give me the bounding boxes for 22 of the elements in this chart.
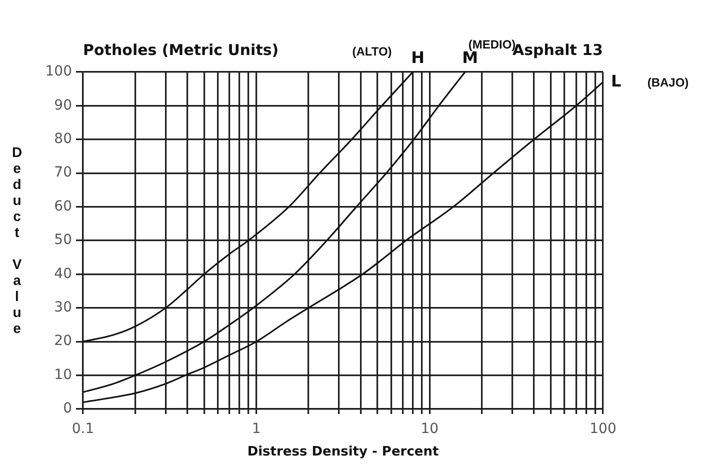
y-axis-title: Deduct Value xyxy=(8,144,26,336)
chart-title: Potholes (Metric Units) xyxy=(83,40,279,59)
series-label: L xyxy=(611,71,622,90)
x-axis-title: Distress Density - Percent xyxy=(247,444,439,460)
y-tick-label: 30 xyxy=(54,300,72,316)
y-tick-label: 80 xyxy=(54,131,72,148)
x-tick-label: 100 xyxy=(590,421,616,438)
y-tick-label: 0 xyxy=(63,400,72,417)
x-tick-label: 0.1 xyxy=(72,421,94,438)
y-tick-label: 100 xyxy=(45,64,72,80)
y-tick-label: 70 xyxy=(54,164,72,181)
text: (BAJO) xyxy=(647,75,689,90)
y-tick-label: 50 xyxy=(54,232,72,248)
x-tick-label: 10 xyxy=(420,421,439,438)
text: (ALTO) xyxy=(352,44,392,58)
y-tick-label: 40 xyxy=(54,266,72,282)
series-label: H xyxy=(411,48,425,68)
y-tick-label: 10 xyxy=(54,366,72,383)
y-tick-label: 60 xyxy=(54,198,72,214)
y-tick-label: 90 xyxy=(54,97,72,114)
y-tick-label: 20 xyxy=(54,333,72,350)
x-tick-label: 1 xyxy=(252,421,261,438)
